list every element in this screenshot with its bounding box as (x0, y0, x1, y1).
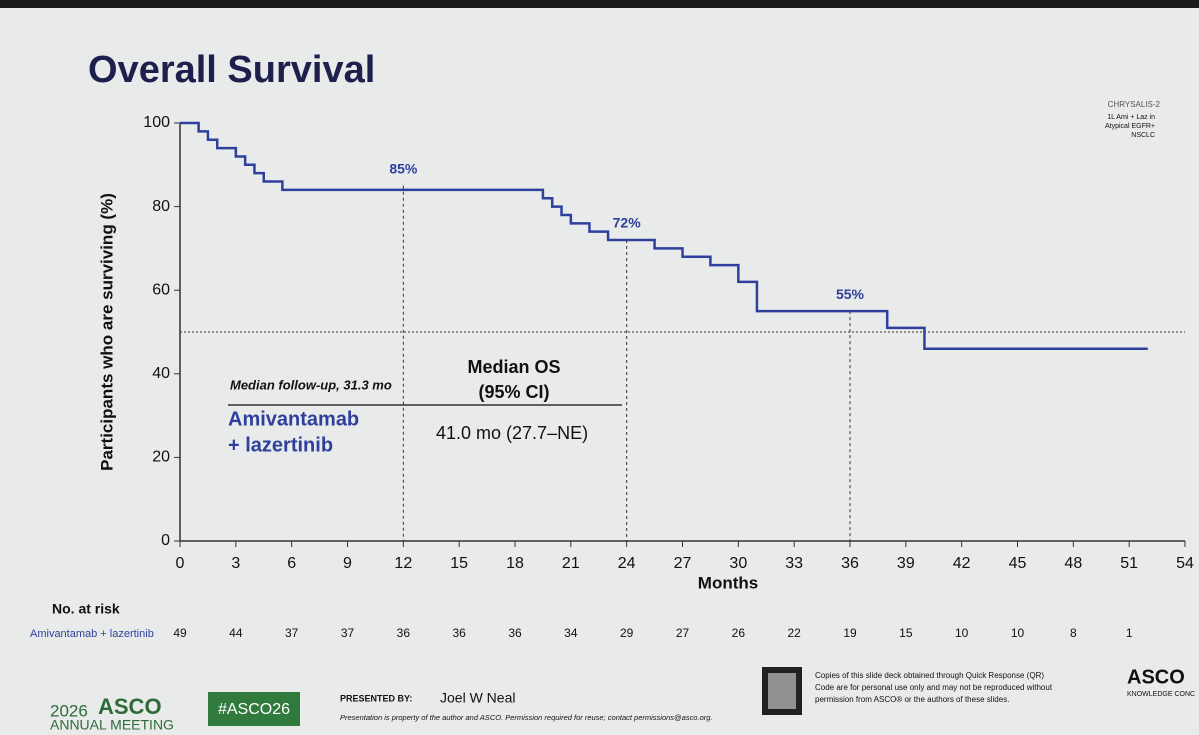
presented-by: PRESENTED BY: (340, 693, 412, 703)
x-tick-label: 36 (841, 555, 859, 572)
x-tick-label: 9 (343, 555, 352, 572)
y-tick-label: 40 (152, 365, 170, 382)
x-tick-label: 18 (506, 555, 524, 572)
risk-value: 1 (1126, 626, 1133, 640)
chart-title: Overall Survival (88, 49, 375, 91)
median-os: 41.0 mo (27.7–NE) (436, 423, 588, 443)
risk-value: 36 (508, 626, 522, 640)
x-tick-label: 3 (231, 555, 240, 572)
meeting-org: ASCO (98, 694, 162, 719)
y-axis-label: Participants who are surviving (%) (97, 193, 116, 471)
landmark-label: 85% (389, 160, 418, 176)
x-tick-label: 33 (785, 555, 803, 572)
x-tick-label: 21 (562, 555, 580, 572)
x-axis-label: Months (698, 573, 758, 592)
qr-text: Copies of this slide deck obtained throu… (815, 671, 1044, 680)
risk-value: 37 (285, 626, 299, 640)
hashtag-box (208, 692, 300, 726)
qr-text: Code are for personal use only and may n… (815, 683, 1053, 692)
x-tick-label: 27 (674, 555, 692, 572)
risk-value: 49 (173, 626, 187, 640)
org: ASCO (1127, 666, 1185, 688)
presenter: Joel W Neal (440, 690, 515, 706)
risk-value: 22 (787, 626, 801, 640)
y-tick-label: 0 (161, 532, 170, 549)
table-header: (95% CI) (478, 382, 549, 402)
landmark-label: 72% (613, 215, 642, 231)
risk-value: 44 (229, 626, 243, 640)
risk-value: 8 (1070, 626, 1077, 640)
logo-line: 1L Ami + Laz in (1107, 114, 1155, 121)
risk-value: 34 (564, 626, 578, 640)
risk-value: 36 (397, 626, 411, 640)
y-tick-label: 20 (152, 449, 170, 466)
y-tick-label: 60 (152, 281, 170, 298)
x-tick-label: 24 (618, 555, 636, 572)
risk-label: Amivantamab + lazertinib (30, 628, 154, 640)
meeting-sub: ANNUAL MEETING (50, 717, 174, 733)
risk-value: 10 (1011, 626, 1025, 640)
x-tick-label: 39 (897, 555, 915, 572)
qr-text: permission from ASCO® or the authors of … (815, 695, 1009, 704)
x-tick-label: 51 (1120, 555, 1138, 572)
risk-value: 19 (843, 626, 857, 640)
meeting-year: 2026 (50, 701, 88, 720)
x-tick-label: 42 (953, 555, 971, 572)
x-tick-label: 54 (1176, 555, 1194, 572)
median-followup: Median follow-up, 31.3 mo (230, 377, 392, 392)
legend-label: + lazertinib (228, 434, 333, 456)
x-tick-label: 30 (729, 555, 747, 572)
x-tick-label: 45 (1009, 555, 1027, 572)
y-tick-label: 100 (143, 114, 170, 131)
risk-title: No. at risk (52, 601, 120, 617)
risk-value: 27 (676, 626, 690, 640)
qr-code-inner (768, 673, 796, 709)
x-tick-label: 6 (287, 555, 296, 572)
x-tick-label: 12 (394, 555, 412, 572)
logo-line: Atypical EGFR+ (1105, 123, 1155, 130)
survival-curve (180, 121, 1148, 350)
logo-line: NSCLC (1131, 132, 1155, 139)
x-tick-label: 0 (176, 555, 185, 572)
risk-value: 26 (732, 626, 746, 640)
org-sub: KNOWLEDGE CONC (1127, 691, 1195, 698)
risk-value: 10 (955, 626, 969, 640)
risk-value: 29 (620, 626, 634, 640)
y-tick-label: 80 (152, 198, 170, 215)
risk-value: 36 (452, 626, 466, 640)
risk-value: 15 (899, 626, 913, 640)
property-note: Presentation is property of the author a… (340, 713, 713, 722)
table-header: Median OS (467, 357, 560, 377)
hashtag: #ASCO26 (218, 701, 290, 718)
risk-value: 37 (341, 626, 355, 640)
x-tick-label: 48 (1064, 555, 1082, 572)
legend-label: Amivantamab (228, 408, 359, 430)
logo-name: CHRYSALIS-2 (1108, 100, 1161, 109)
landmark-label: 55% (836, 286, 865, 302)
x-tick-label: 15 (450, 555, 468, 572)
